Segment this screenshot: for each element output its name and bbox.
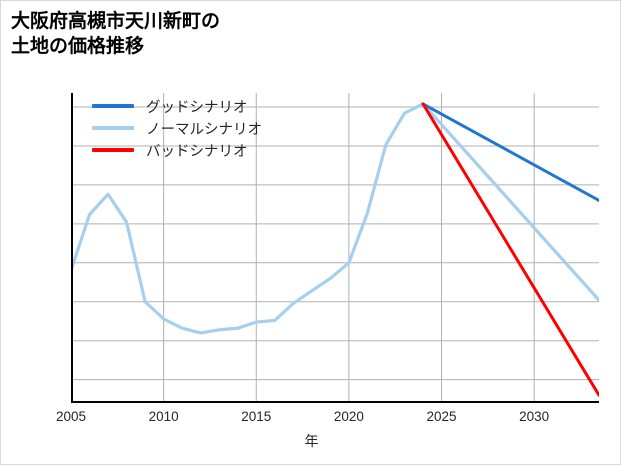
line-chart-svg — [71, 93, 599, 403]
gridlines — [71, 93, 599, 403]
y-axis-line — [71, 93, 73, 403]
x-tick-label: 2010 — [148, 409, 179, 424]
legend-label: バッドシナリオ — [146, 143, 248, 160]
series-line — [421, 102, 599, 202]
x-axis-label: 年 — [304, 433, 319, 449]
x-tick-label: 2030 — [519, 409, 550, 424]
x-axis-line — [71, 401, 599, 403]
series-line — [421, 102, 599, 397]
series-lines — [71, 102, 599, 397]
x-tick-label: 2005 — [55, 409, 87, 424]
legend-item[interactable]: グッドシナリオ — [92, 95, 262, 117]
series-line — [71, 102, 599, 335]
legend-label: グッドシナリオ — [146, 99, 248, 116]
plot-area — [71, 93, 599, 403]
legend-label: ノーマルシナリオ — [146, 121, 262, 138]
legend-item[interactable]: バッドシナリオ — [92, 139, 262, 161]
legend-color-swatch — [92, 104, 134, 108]
x-tick-label: 2015 — [241, 409, 272, 424]
legend-color-swatch — [92, 126, 134, 130]
x-tick-label: 2025 — [426, 409, 457, 424]
chart-legend: グッドシナリオ ノーマルシナリオ バッドシナリオ — [86, 93, 268, 163]
legend-color-swatch — [92, 148, 134, 152]
x-tick-label: 2020 — [333, 409, 364, 424]
page-title: 大阪府高槻市天川新町の 土地の価格推移 — [11, 11, 221, 58]
legend-item[interactable]: ノーマルシナリオ — [92, 117, 262, 139]
